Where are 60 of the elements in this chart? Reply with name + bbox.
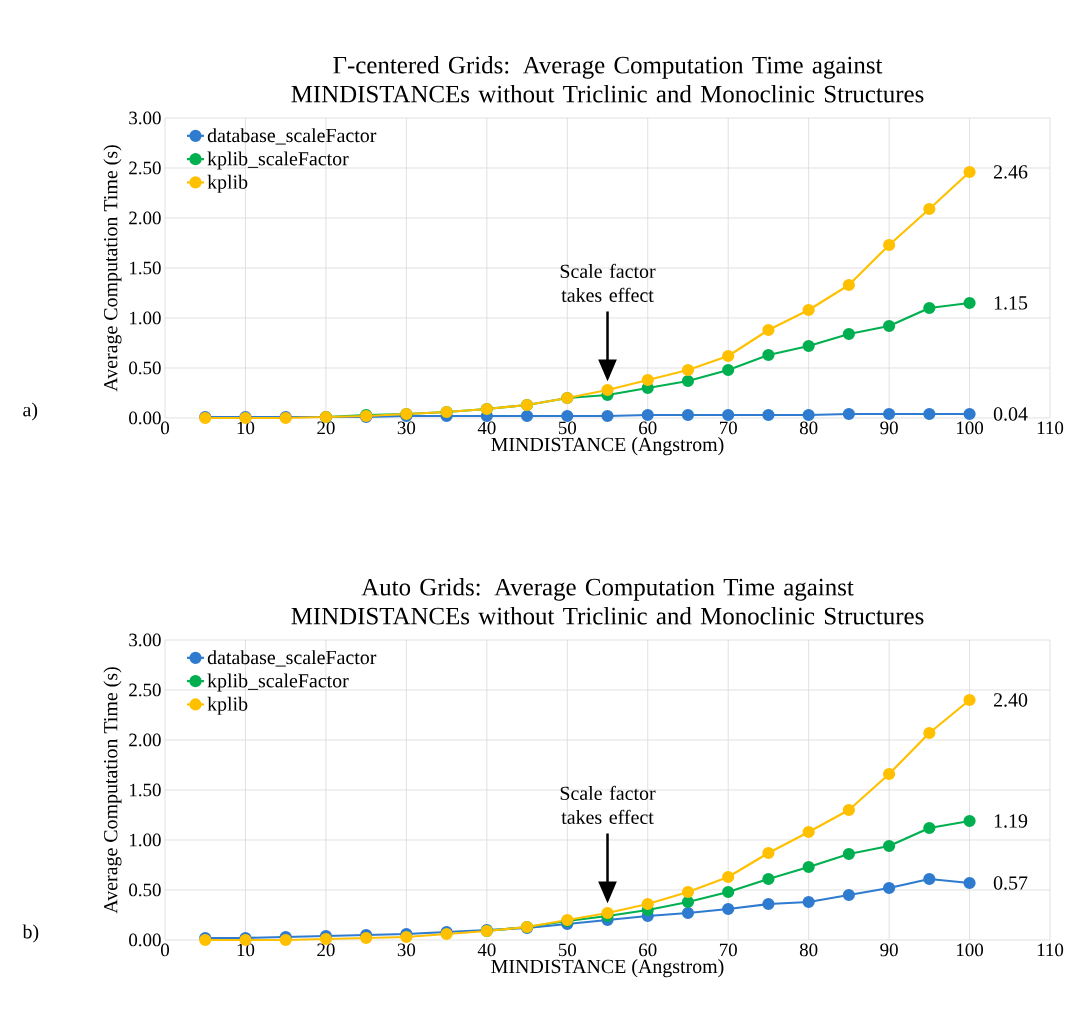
chart-title: Γ-centered Grids: Average Computation Time against MINDISTANCEs without Triclinic and Monoclinic Structures (291, 56, 924, 103)
text: a) (23, 402, 38, 421)
y-tick-label: 2.50 (129, 161, 161, 175)
y-tick-label: 2.50 (129, 683, 161, 697)
legend-label: kplib_scaleFactor (207, 151, 349, 170)
y-tick-label: 0.50 (129, 883, 161, 897)
y-tick-label: 0.00 (129, 411, 161, 425)
y-tick-label: 2.00 (129, 211, 161, 225)
x-tick-label: 80 (799, 421, 818, 435)
annotation: Scale factor takes effect (560, 785, 656, 824)
annotation: Scale factor takes effect (560, 263, 656, 302)
y-axis-title: Average Computation Time (s) (103, 145, 122, 392)
x-tick-label: 0 (160, 421, 170, 435)
x-tick-label: 70 (719, 943, 737, 957)
legend-label: kplib (207, 696, 248, 715)
x-tick-label: 60 (639, 943, 657, 957)
x-axis-title: MINDISTANCE (Angstrom) (491, 437, 724, 456)
x-tick-label: 110 (1037, 943, 1064, 957)
x-tick-label: 60 (639, 421, 657, 435)
x-tick-label: 40 (477, 421, 496, 435)
data-label: 1.15 (994, 296, 1028, 310)
y-tick-label: 1.00 (130, 833, 161, 847)
x-tick-label: 10 (237, 943, 255, 957)
x-tick-label: 90 (880, 943, 898, 957)
x-tick-label: 100 (957, 943, 984, 957)
data-label: 2.46 (993, 165, 1028, 179)
x-tick-label: 30 (397, 421, 416, 435)
x-tick-label: 50 (558, 943, 577, 957)
legend-label: kplib (207, 174, 248, 193)
y-tick-label: 2.00 (129, 733, 161, 747)
x-tick-label: 40 (477, 943, 496, 957)
y-axis-title: Average Computation Time (s) (103, 667, 122, 914)
text: b) (22, 924, 39, 943)
x-tick-label: 70 (719, 421, 737, 435)
chart-title: Auto Grids: Average Computation Time against MINDISTANCEs without Triclinic and Monoclinic Structures (291, 578, 924, 625)
y-tick-label: 1.50 (130, 783, 161, 797)
x-tick-label: 30 (397, 943, 416, 957)
y-tick-label: 0.00 (129, 933, 161, 947)
y-tick-label: 3.00 (129, 111, 161, 125)
legend-label: database_scaleFactor (207, 650, 377, 667)
y-tick-label: 3.00 (129, 633, 161, 647)
data-label: 1.19 (994, 814, 1028, 828)
x-tick-label: 110 (1037, 421, 1064, 435)
legend-label: kplib_scaleFactor (207, 673, 349, 692)
x-tick-label: 20 (317, 421, 335, 435)
x-tick-label: 90 (880, 421, 898, 435)
x-tick-label: 80 (799, 943, 818, 957)
x-tick-label: 100 (957, 421, 984, 435)
x-tick-label: 10 (237, 421, 255, 435)
y-tick-label: 0.50 (129, 361, 161, 375)
x-tick-label: 0 (160, 943, 170, 957)
data-label: 0.57 (993, 876, 1028, 890)
x-axis-title: MINDISTANCE (Angstrom) (491, 959, 724, 978)
y-tick-label: 1.50 (130, 261, 161, 275)
y-tick-label: 1.00 (130, 311, 161, 325)
x-tick-label: 20 (317, 943, 335, 957)
legend-label: database_scaleFactor (207, 128, 377, 145)
data-label: 2.40 (993, 693, 1028, 707)
x-tick-label: 50 (558, 421, 577, 435)
data-label: 0.04 (993, 407, 1028, 421)
